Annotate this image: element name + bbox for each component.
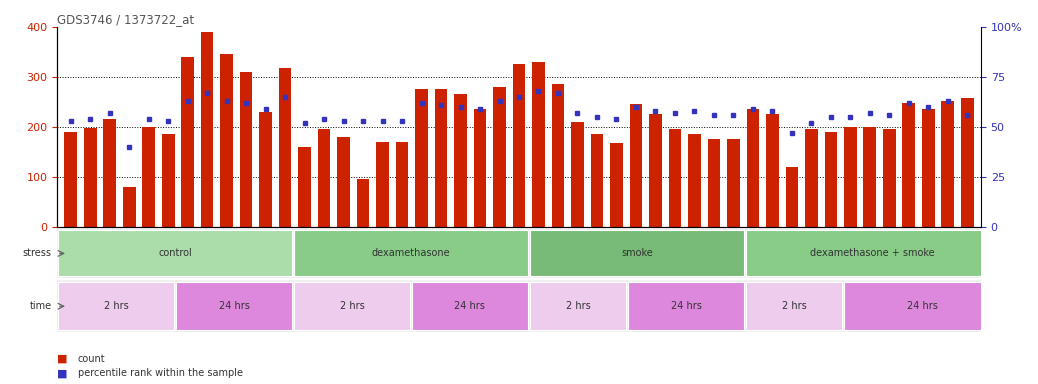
Text: 24 hrs: 24 hrs <box>906 301 937 311</box>
Bar <box>104 119 116 227</box>
Bar <box>786 167 798 227</box>
Bar <box>746 230 1000 276</box>
Bar <box>122 187 136 227</box>
Bar <box>318 129 330 227</box>
Bar <box>58 282 174 330</box>
Text: GDS3746 / 1373722_at: GDS3746 / 1373722_at <box>57 13 194 26</box>
Bar <box>746 282 842 330</box>
Bar <box>412 282 528 330</box>
Text: percentile rank within the sample: percentile rank within the sample <box>78 368 243 378</box>
Text: 2 hrs: 2 hrs <box>566 301 591 311</box>
Bar <box>294 230 528 276</box>
Text: stress: stress <box>23 248 52 258</box>
Bar <box>571 122 583 227</box>
Text: dexamethasone + smoke: dexamethasone + smoke <box>811 248 935 258</box>
Bar <box>708 139 720 227</box>
Text: ■: ■ <box>57 354 67 364</box>
Bar <box>142 127 155 227</box>
Bar <box>727 139 740 227</box>
Bar <box>844 127 856 227</box>
Bar <box>357 179 370 227</box>
Bar <box>649 114 662 227</box>
Bar <box>415 89 428 227</box>
Bar <box>883 129 896 227</box>
Bar <box>766 114 778 227</box>
Text: 24 hrs: 24 hrs <box>219 301 249 311</box>
Bar <box>64 132 77 227</box>
Bar <box>610 143 623 227</box>
Bar <box>294 282 410 330</box>
Text: smoke: smoke <box>621 248 653 258</box>
Bar <box>628 282 744 330</box>
Text: 24 hrs: 24 hrs <box>671 301 702 311</box>
Bar <box>240 72 252 227</box>
Bar <box>532 62 545 227</box>
Bar <box>824 132 838 227</box>
Bar <box>844 282 1000 330</box>
Bar <box>805 129 818 227</box>
Bar <box>298 147 311 227</box>
Bar <box>902 103 916 227</box>
Bar <box>182 57 194 227</box>
Bar <box>435 89 447 227</box>
Bar <box>668 129 681 227</box>
Bar <box>58 230 292 276</box>
Bar <box>473 109 487 227</box>
Text: count: count <box>78 354 106 364</box>
Text: dexamethasone: dexamethasone <box>372 248 450 258</box>
Bar <box>529 282 626 330</box>
Bar <box>529 230 744 276</box>
Bar <box>551 84 565 227</box>
Bar <box>260 112 272 227</box>
Bar <box>688 134 701 227</box>
Bar <box>513 64 525 227</box>
Bar <box>922 109 934 227</box>
Bar <box>961 98 974 227</box>
Bar <box>493 87 506 227</box>
Bar <box>200 32 214 227</box>
Bar <box>941 101 954 227</box>
Bar <box>337 137 350 227</box>
Bar <box>84 128 97 227</box>
Bar <box>746 109 759 227</box>
Bar <box>630 104 643 227</box>
Bar <box>162 134 174 227</box>
Bar <box>455 94 467 227</box>
Text: control: control <box>158 248 192 258</box>
Text: time: time <box>30 301 52 311</box>
Bar <box>279 68 292 227</box>
Bar <box>864 127 876 227</box>
Bar <box>176 282 292 330</box>
Bar <box>591 134 603 227</box>
Text: 2 hrs: 2 hrs <box>782 301 807 311</box>
Bar <box>220 55 233 227</box>
Text: 2 hrs: 2 hrs <box>339 301 364 311</box>
Bar <box>376 142 389 227</box>
Text: 2 hrs: 2 hrs <box>104 301 129 311</box>
Text: ■: ■ <box>57 368 67 378</box>
Text: 24 hrs: 24 hrs <box>455 301 486 311</box>
Bar <box>395 142 408 227</box>
